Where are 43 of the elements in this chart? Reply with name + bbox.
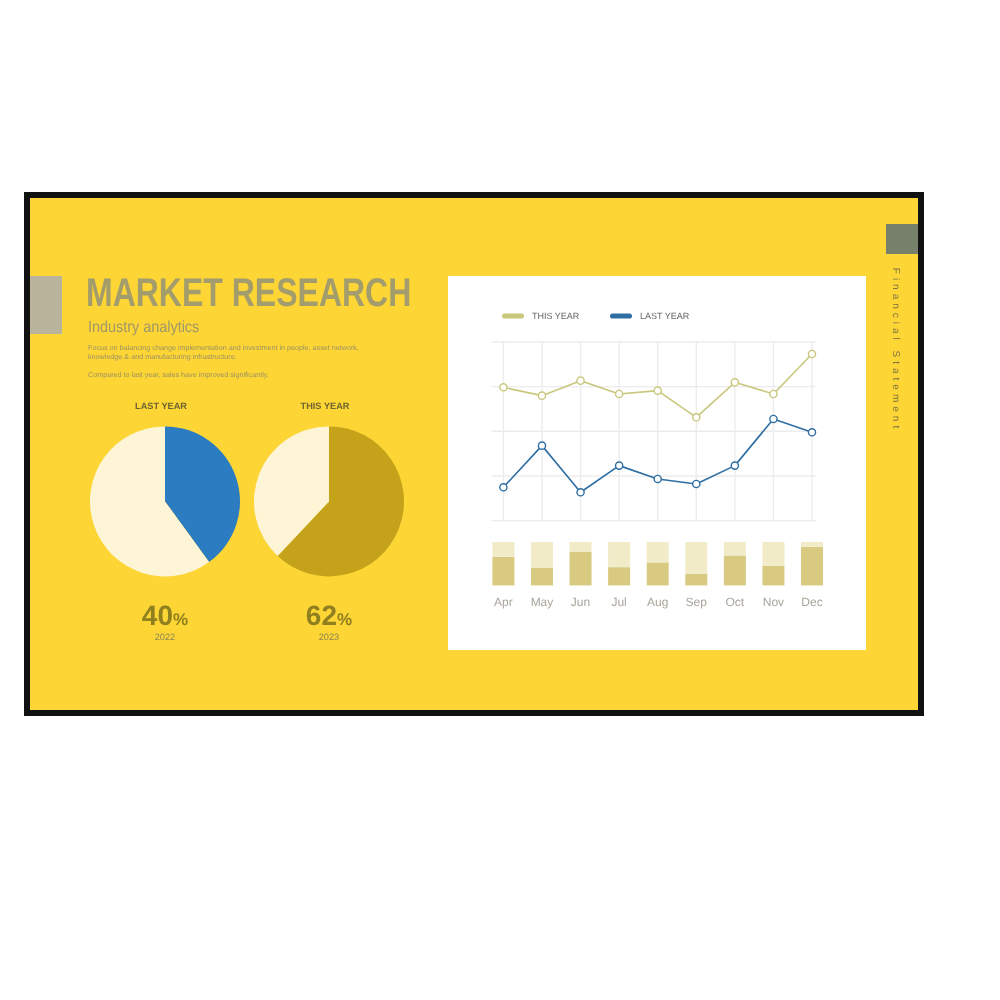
point	[691, 413, 701, 422]
point	[807, 349, 817, 359]
point	[653, 386, 662, 395]
point	[537, 391, 547, 400]
bar	[569, 551, 592, 586]
bar	[492, 542, 515, 557]
point	[730, 461, 740, 470]
bar	[608, 542, 631, 568]
pie-slice	[90, 426, 210, 577]
point	[614, 389, 624, 399]
pie-slice	[165, 426, 240, 563]
text: 62%	[305, 599, 354, 631]
bar	[530, 542, 553, 568]
point	[614, 461, 624, 470]
bar	[646, 562, 669, 586]
bar	[723, 555, 746, 586]
text: MARKET RESEARCH	[86, 270, 412, 315]
point	[576, 376, 585, 385]
bar	[685, 542, 708, 574]
point	[691, 479, 701, 489]
bar	[608, 567, 631, 586]
point	[499, 482, 508, 492]
point	[537, 441, 547, 450]
bar	[801, 546, 823, 586]
text: Industry analytics	[88, 317, 200, 337]
point	[730, 378, 740, 387]
bar	[685, 573, 708, 586]
bar	[646, 542, 669, 563]
point	[807, 428, 817, 437]
bar	[762, 565, 785, 586]
pie-slice	[277, 426, 404, 577]
point	[769, 414, 778, 424]
bar	[530, 567, 553, 586]
bar	[492, 556, 515, 586]
bar	[723, 542, 746, 556]
point	[576, 487, 585, 497]
bar	[569, 542, 592, 552]
bar	[762, 542, 785, 566]
point	[653, 474, 662, 484]
point	[499, 383, 508, 392]
point	[769, 389, 778, 399]
text: 40%	[141, 599, 190, 631]
pie-slice	[254, 426, 329, 557]
